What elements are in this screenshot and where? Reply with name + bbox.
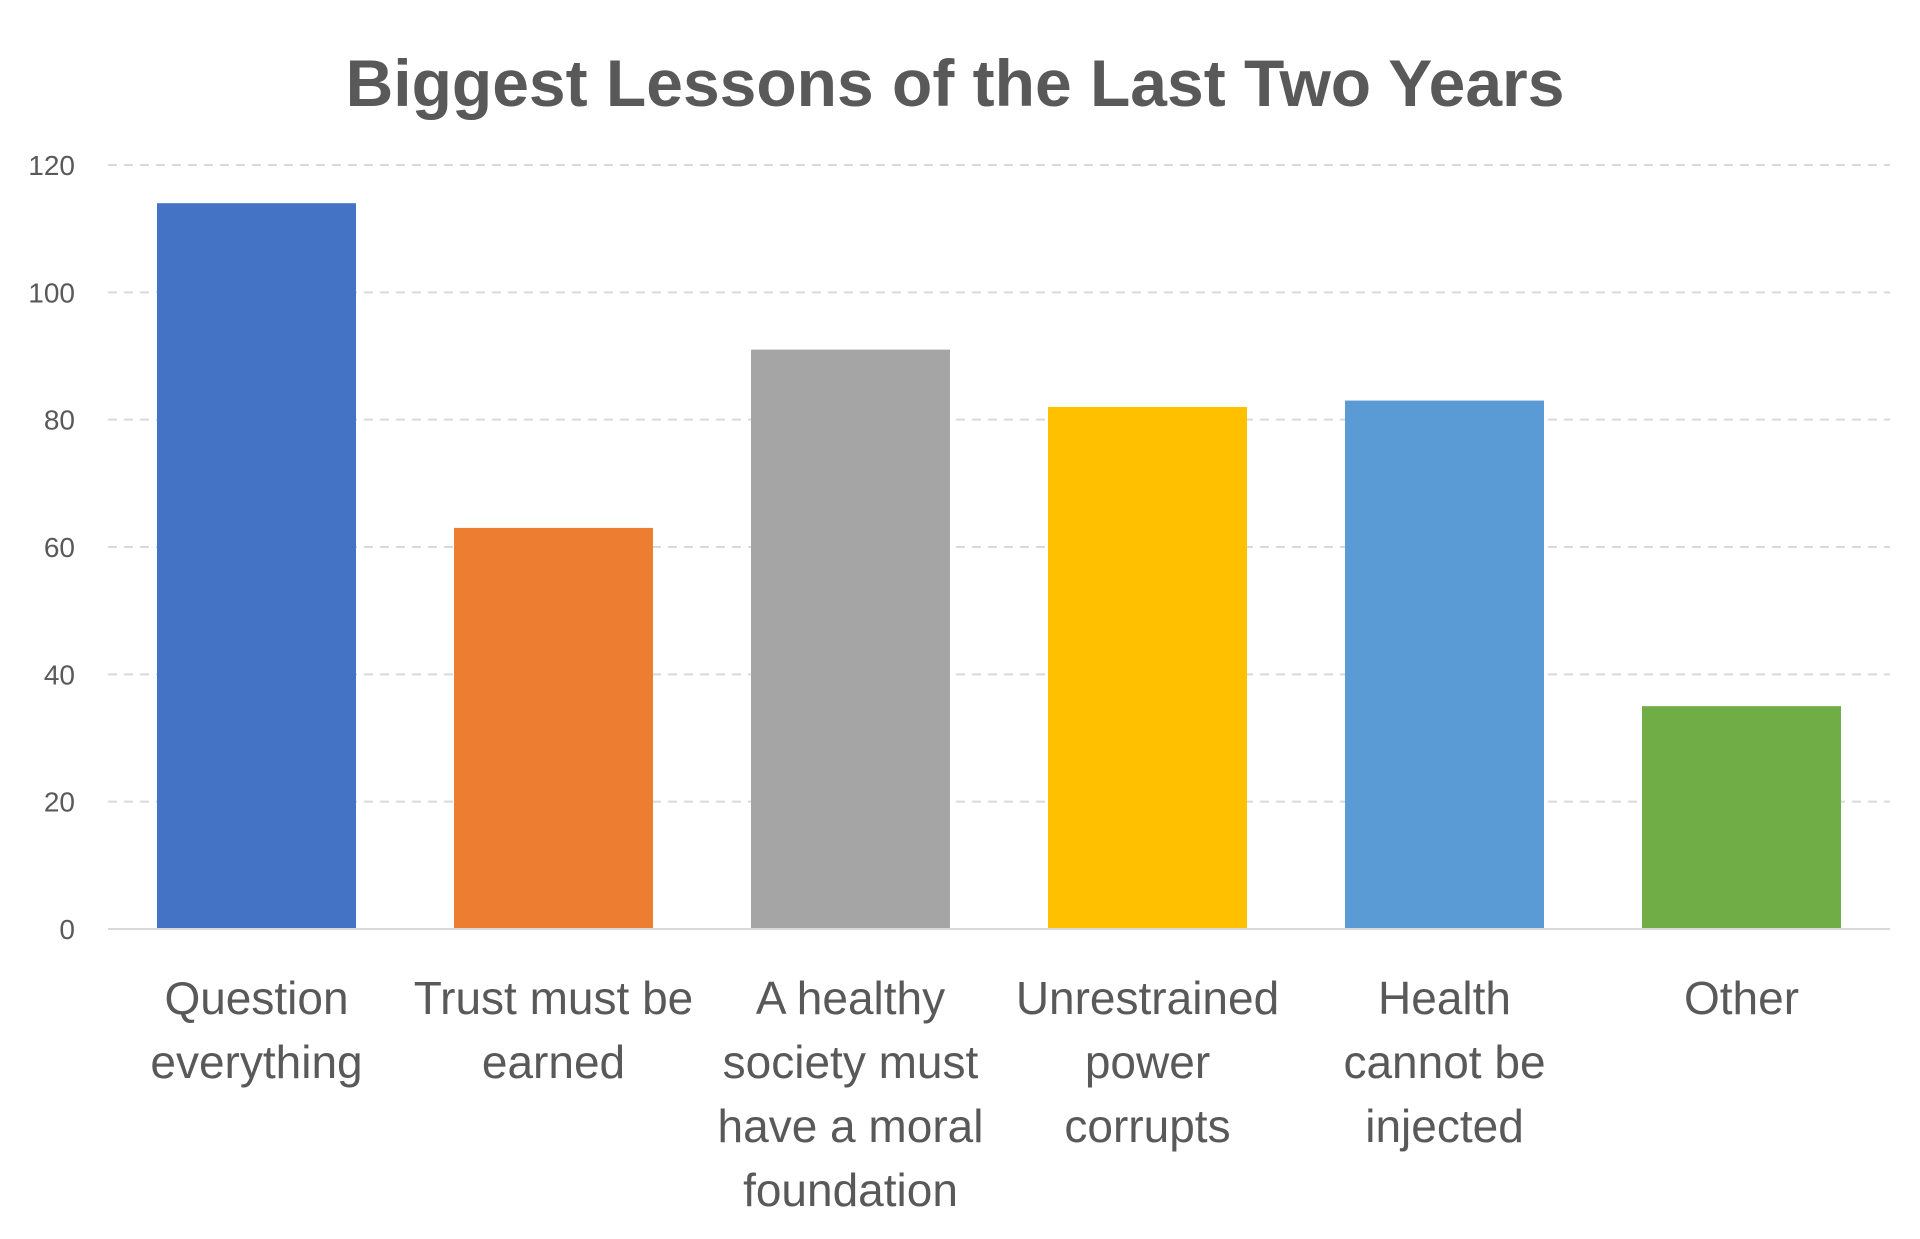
y-tick-label: 100 [28, 277, 75, 308]
x-tick-label: Question everything [150, 972, 362, 1088]
x-tick-label-line: A healthy [756, 972, 945, 1024]
x-tick-label: A healthy society must have a moral foundat… [718, 972, 984, 1216]
x-tick-label-line: Unrestrained [1016, 972, 1279, 1024]
gridlines [108, 164, 1890, 803]
x-tick-label-line: Trust must be [414, 972, 693, 1024]
x-tick-label-line: injected [1365, 1100, 1524, 1152]
bar [751, 349, 950, 930]
x-tick-label-line: earned [482, 1036, 625, 1088]
x-tick-label: Other [1684, 972, 1799, 1024]
bar [157, 203, 356, 929]
bars [157, 203, 1841, 930]
x-tick-label-line: Health [1378, 972, 1511, 1024]
x-tick-label-line: everything [150, 1036, 362, 1088]
bar [1048, 406, 1247, 929]
x-tick-label-line: Question [164, 972, 348, 1024]
bar [1345, 400, 1544, 930]
bar [454, 527, 653, 929]
x-tick-label-line: corrupts [1064, 1100, 1230, 1152]
x-axis: Question everything Trust must be earned A h… [150, 972, 1799, 1216]
bar [1642, 706, 1841, 929]
y-axis: 0 20 40 60 80 100 120 [28, 150, 75, 945]
y-tick-label: 120 [28, 150, 75, 181]
x-tick-label-line: society must [723, 1036, 979, 1088]
x-tick-label: Trust must be earned [414, 972, 693, 1088]
x-tick-label: Health cannot be injected [1343, 972, 1545, 1152]
x-tick-label-line: cannot be [1343, 1036, 1545, 1088]
y-tick-label: 0 [59, 914, 75, 945]
y-tick-label: 40 [44, 659, 75, 690]
y-tick-label: 80 [44, 405, 75, 436]
y-tick-label: 60 [44, 532, 75, 563]
chart-title: Biggest Lessons of the Last Two Years [346, 46, 1565, 120]
x-tick-label: Unrestrained power corrupts [1016, 972, 1279, 1152]
x-tick-label-line: foundation [743, 1164, 958, 1216]
x-tick-label-line: have a moral [718, 1100, 984, 1152]
y-tick-label: 20 [44, 787, 75, 818]
x-tick-label-line: Other [1684, 972, 1799, 1024]
x-tick-label-line: power [1085, 1036, 1210, 1088]
